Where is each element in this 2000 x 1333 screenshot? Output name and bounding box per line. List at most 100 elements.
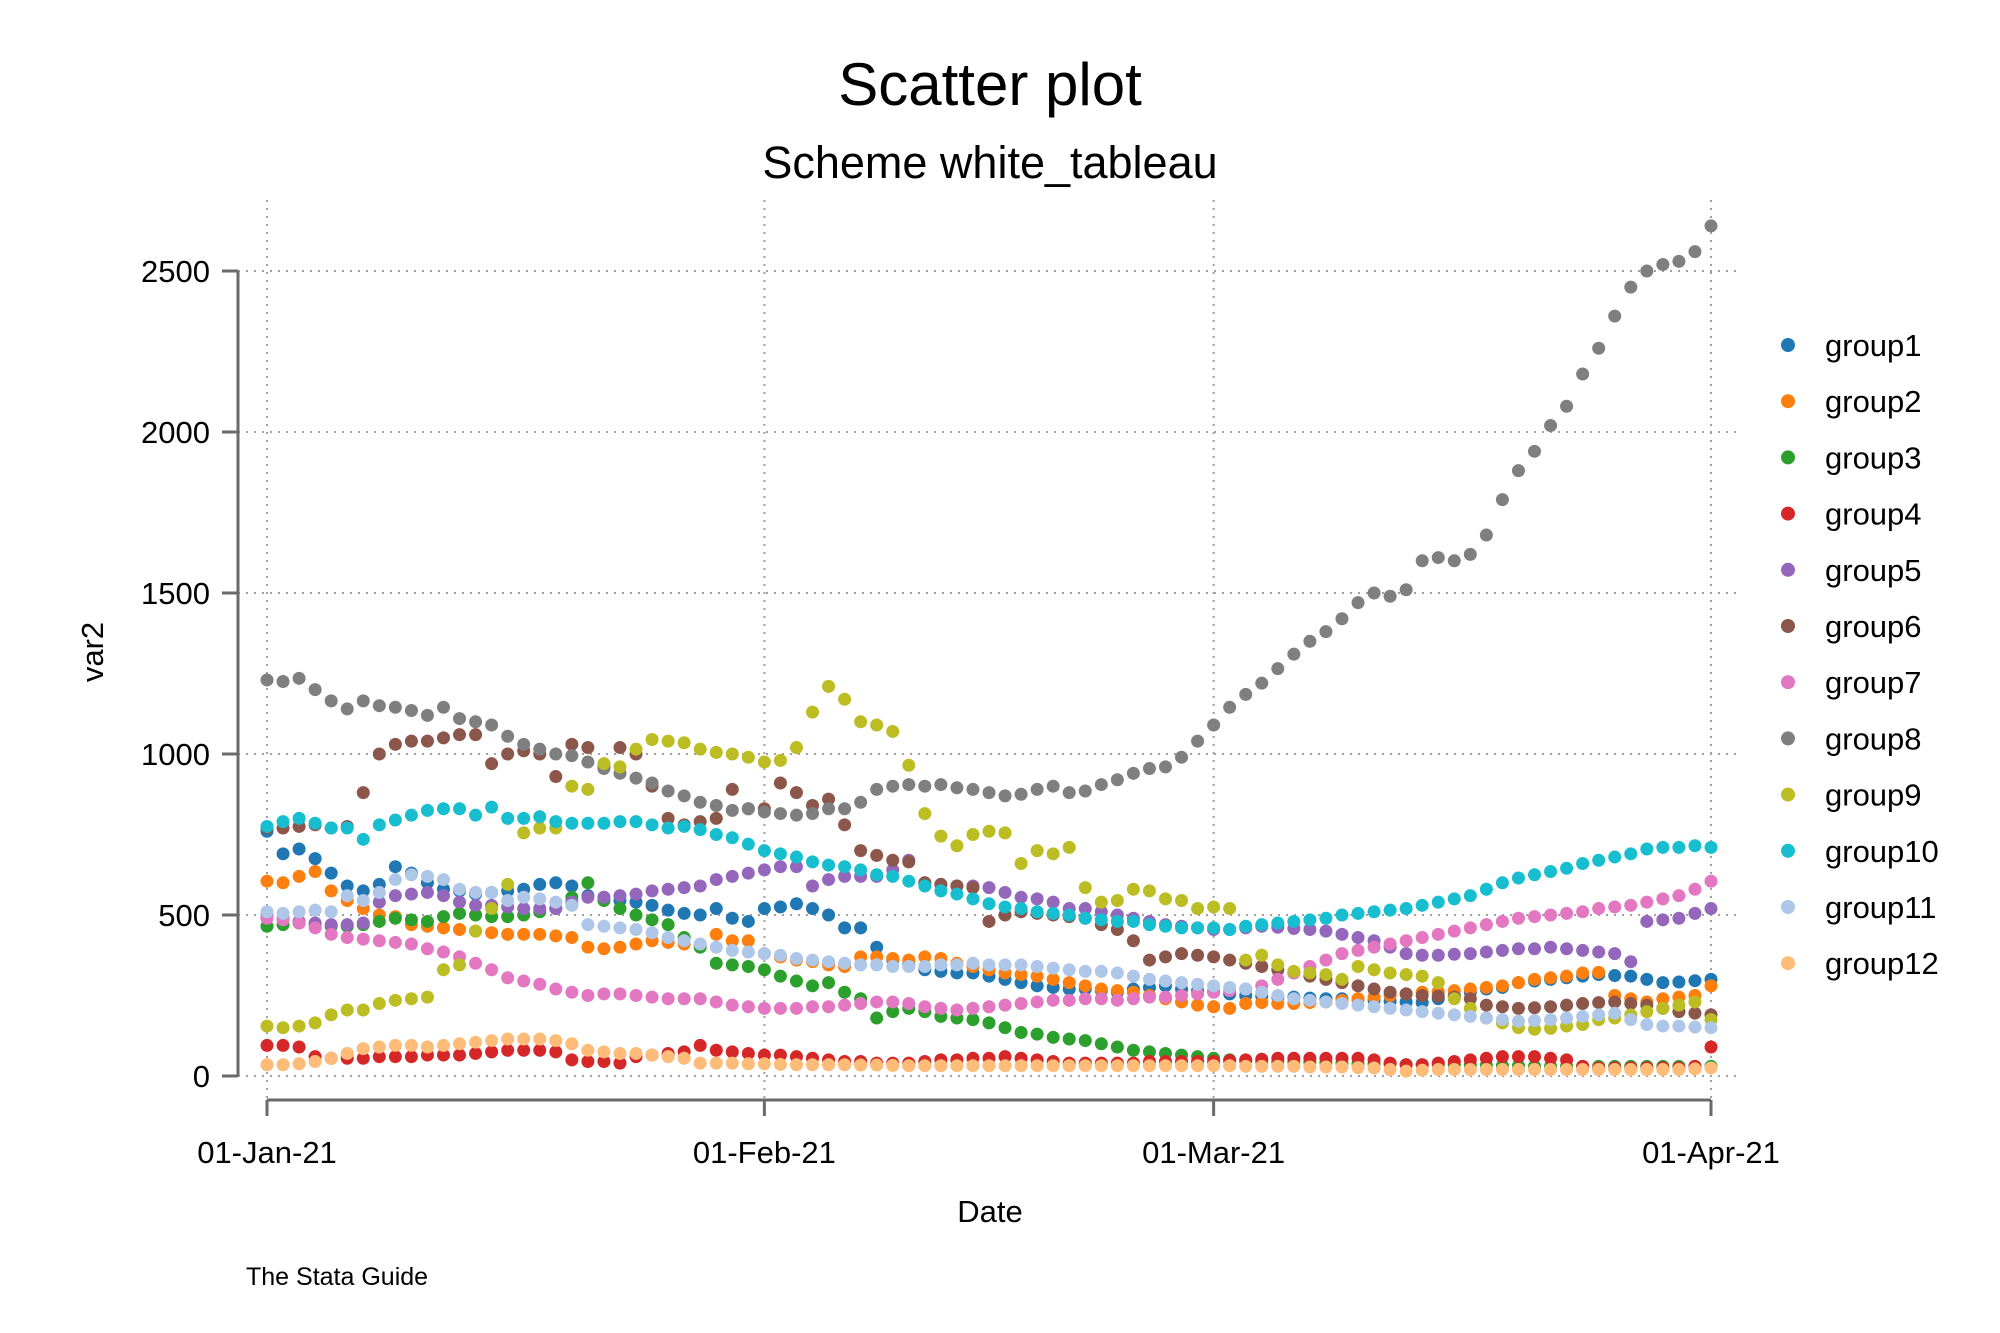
data-point <box>1223 1001 1237 1015</box>
data-point <box>356 894 370 908</box>
data-point <box>661 784 675 798</box>
data-point <box>1672 1063 1686 1077</box>
data-point <box>1175 750 1189 764</box>
data-point <box>789 1058 803 1072</box>
data-point <box>340 1046 354 1060</box>
data-point <box>693 742 707 756</box>
data-point <box>1271 972 1285 986</box>
data-point <box>501 729 515 743</box>
data-point <box>469 908 483 922</box>
data-point <box>436 873 450 887</box>
data-point <box>581 890 595 904</box>
data-point <box>886 995 900 1009</box>
legend-marker-group10 <box>1781 843 1795 858</box>
data-point <box>1431 927 1445 941</box>
data-point <box>1399 947 1413 961</box>
data-point <box>485 1034 499 1048</box>
data-point <box>629 742 643 756</box>
data-point <box>709 828 723 841</box>
data-point <box>1351 596 1365 610</box>
data-point <box>485 926 499 940</box>
data-point <box>757 863 771 877</box>
legend-label-group6: group6 <box>1825 609 1922 644</box>
data-point <box>549 1045 563 1059</box>
data-point <box>1126 969 1140 983</box>
data-point <box>1351 906 1365 920</box>
data-point <box>1110 984 1124 998</box>
data-point <box>308 921 322 935</box>
chart-note: The Stata Guide <box>246 1263 428 1291</box>
data-point <box>870 718 884 732</box>
data-point <box>1624 898 1638 912</box>
data-point <box>1544 1051 1558 1065</box>
data-point <box>1319 625 1333 639</box>
data-point <box>1303 913 1317 927</box>
data-point <box>613 1046 627 1060</box>
data-point <box>1158 950 1172 964</box>
data-point <box>485 963 499 977</box>
data-point <box>324 821 338 835</box>
data-point <box>1688 882 1702 896</box>
data-point <box>388 889 402 903</box>
data-point <box>1014 856 1028 870</box>
data-point <box>1399 1064 1413 1078</box>
data-point <box>789 860 803 874</box>
data-point <box>565 816 579 830</box>
data-point <box>1062 1032 1076 1046</box>
data-point <box>629 908 643 922</box>
data-point <box>613 889 627 903</box>
data-point <box>533 892 547 906</box>
data-point <box>1704 1040 1718 1054</box>
data-point <box>436 945 450 959</box>
data-point <box>356 694 370 708</box>
data-point <box>1046 972 1060 986</box>
data-point <box>854 715 868 729</box>
data-point <box>436 700 450 714</box>
data-point <box>934 1059 948 1073</box>
data-point <box>1030 979 1044 993</box>
data-point <box>950 887 964 901</box>
data-point <box>613 1056 627 1070</box>
data-point <box>1431 989 1445 1003</box>
data-point <box>1688 1062 1702 1076</box>
data-point <box>1062 786 1076 800</box>
data-point <box>1046 847 1060 861</box>
data-point <box>581 741 595 755</box>
data-point <box>1608 850 1622 864</box>
data-point <box>372 885 386 899</box>
data-point <box>1142 1059 1156 1073</box>
data-point <box>533 742 547 756</box>
data-point <box>1463 947 1477 961</box>
data-point <box>469 728 483 742</box>
data-point <box>645 1048 659 1062</box>
data-point <box>485 757 499 771</box>
data-point <box>1383 1063 1397 1077</box>
data-point <box>1704 902 1718 916</box>
data-point <box>1592 1063 1606 1077</box>
data-point <box>1560 861 1574 875</box>
data-point <box>982 897 996 911</box>
data-point <box>1046 779 1060 793</box>
data-point <box>1576 905 1590 919</box>
data-point <box>581 782 595 796</box>
data-point <box>982 1016 996 1030</box>
data-point <box>1094 982 1108 996</box>
data-point <box>1094 1037 1108 1051</box>
data-point <box>1014 1059 1028 1073</box>
data-point <box>902 855 916 869</box>
data-point <box>1142 990 1156 1004</box>
data-point <box>1495 876 1509 890</box>
data-point <box>372 997 386 1011</box>
legend-label-group5: group5 <box>1825 553 1922 588</box>
data-point <box>918 879 932 893</box>
data-point <box>838 802 852 816</box>
data-point <box>453 1048 467 1062</box>
data-point <box>340 821 354 835</box>
series-group7 <box>260 874 1718 1017</box>
data-point <box>1431 948 1445 962</box>
data-point <box>501 1043 515 1057</box>
legend-label-group7: group7 <box>1825 665 1922 700</box>
data-point <box>1191 998 1205 1012</box>
data-point <box>1624 997 1638 1011</box>
data-point <box>356 1003 370 1017</box>
